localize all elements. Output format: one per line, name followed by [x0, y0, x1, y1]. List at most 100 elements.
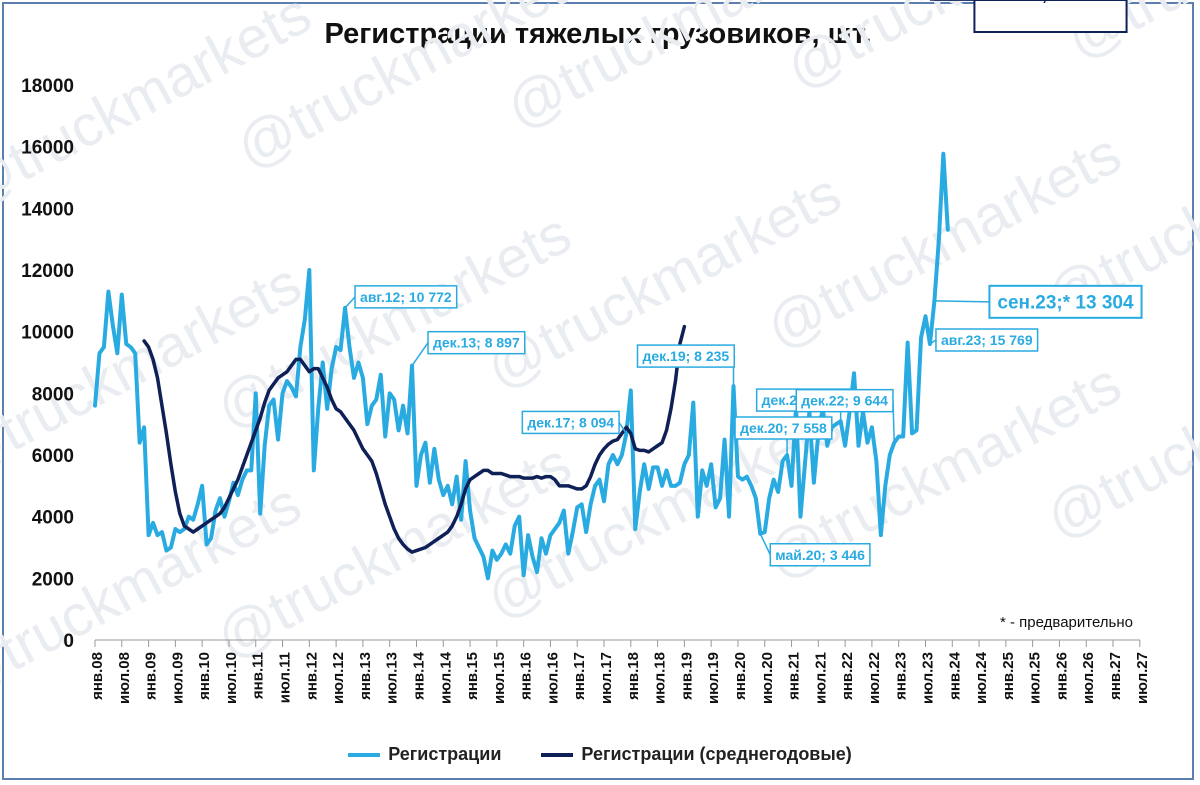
x-tick-label: июл.18: [652, 652, 669, 704]
x-tick-label: янв.19: [678, 652, 695, 700]
data-label-box: [795, 388, 894, 413]
data-label-box: [973, 0, 1128, 33]
y-tick-label: 12000: [21, 261, 74, 282]
watermark-layer: @truckmarkets@truckmarkets@truckmarkets@…: [0, 0, 1200, 711]
data-label: сен.23;* 10 167: [934, 0, 1128, 33]
data-label: сен.23;* 13 304: [934, 284, 1143, 319]
legend-label: Регистрации: [388, 744, 502, 764]
y-tick-label: 4000: [32, 508, 74, 529]
legend-item-registrations: Регистрации: [348, 744, 501, 765]
legend-swatch: [541, 752, 574, 757]
data-label: дек.17; 8 094: [521, 410, 627, 435]
x-tick-label: июл.17: [598, 652, 615, 704]
series-line-registrations: [93, 151, 950, 581]
data-label-box: [988, 284, 1143, 319]
x-tick-label: июл.27: [1134, 652, 1151, 704]
data-label-box: [935, 328, 1039, 352]
data-label-text: авг.23; 15 769: [941, 332, 1033, 348]
data-label-box: [769, 542, 871, 567]
legend-item-average: Регистрации (среднегодовые): [541, 744, 852, 765]
x-axis: янв.08 июл.08 янв.09 июл.09 янв.10 июл.10 янв.…: [89, 639, 1151, 704]
x-tick-label: янв.12: [303, 652, 320, 700]
legend-swatch: [348, 752, 381, 757]
x-tick-label: июл.19: [705, 652, 722, 704]
data-label: дек.22; 9 644: [795, 388, 895, 443]
data-label-text: май.20; 3 446: [775, 547, 865, 563]
data-label-box: [636, 344, 735, 368]
y-tick-label: 0: [63, 631, 74, 652]
y-tick-label: 16000: [21, 138, 74, 159]
x-tick-label: июл.20: [759, 652, 776, 704]
annotations: авг.12; 10 772 дек.13; 8 897 дек.17; 8 094…: [344, 0, 1143, 567]
data-label-text: дек.13; 8 897: [433, 335, 520, 351]
x-tick-label: июл.11: [277, 652, 294, 703]
data-label-text: сен.23;* 10 167: [982, 0, 1118, 5]
data-label-leader: [344, 296, 356, 309]
x-tick-label: июл.16: [544, 652, 561, 704]
data-label-leader: [759, 533, 771, 556]
x-tick-label: янв.16: [518, 652, 535, 700]
footnote: * - предварительно: [1000, 614, 1134, 631]
x-tick-label: янв.21: [786, 652, 803, 700]
series-lines: [93, 151, 950, 581]
x-tick-label: янв.25: [1000, 652, 1017, 700]
data-label: дек.19; 8 235: [636, 344, 735, 387]
y-tick-label: 2000: [32, 569, 74, 590]
data-label: дек.13; 8 897: [411, 330, 526, 367]
x-tick-label: янв.22: [839, 652, 856, 700]
data-label-text: дек.19; 8 235: [642, 348, 729, 364]
data-label: дек.20; 7 558: [734, 416, 833, 455]
x-tick-label: июл.12: [330, 652, 347, 704]
x-tick-label: янв.14: [410, 651, 427, 700]
data-label-box: [521, 410, 620, 435]
x-tick-label: янв.18: [625, 652, 642, 700]
x-tick-label: янв.26: [1053, 652, 1070, 700]
x-tick-label: июл.26: [1080, 652, 1097, 704]
data-label-text: дек.22; 9 644: [801, 393, 888, 409]
data-label-text: дек.17; 8 094: [527, 414, 614, 430]
data-label-leader: [929, 339, 937, 345]
x-tick-label: июл.21: [812, 652, 829, 704]
data-label: авг.12; 10 772: [344, 285, 458, 309]
x-tick-label: июл.25: [1027, 652, 1044, 704]
x-tick-label: янв.10: [196, 652, 213, 700]
legend: Регистрации Регистрации (среднегодовые): [0, 744, 1200, 765]
data-label-leader: [934, 300, 990, 303]
x-tick-label: янв.27: [1107, 652, 1124, 700]
x-tick-label: янв.13: [357, 652, 374, 700]
x-tick-label: июл.08: [116, 652, 133, 704]
x-tick-label: янв.15: [464, 652, 481, 700]
x-tick-label: июл.15: [491, 652, 508, 704]
y-tick-label: 14000: [21, 199, 74, 220]
x-tick-label: июл.23: [919, 652, 936, 704]
x-tick-label: янв.11: [250, 652, 267, 699]
x-tick-label: июл.13: [384, 652, 401, 704]
y-tick-label: 8000: [32, 384, 74, 405]
y-axis: 0 2000 4000 6000 8000 10000 12000 14000 16000 180…: [21, 76, 74, 652]
data-label-leader: [618, 422, 627, 434]
data-label-box: [427, 330, 526, 355]
data-label-text: дек.20; 7 558: [740, 420, 827, 436]
data-label-box: [354, 285, 458, 309]
y-tick-label: 6000: [32, 446, 74, 467]
x-tick-label: июл.10: [223, 652, 240, 704]
series-line-average: [142, 324, 687, 554]
x-tick-label: янв.23: [893, 652, 910, 700]
x-tick-label: янв.17: [571, 652, 588, 700]
x-tick-label: июл.22: [866, 652, 883, 704]
x-tick-label: янв.09: [143, 652, 160, 700]
data-label-box: [734, 416, 833, 440]
data-label-leader: [411, 342, 429, 367]
data-label: май.20; 3 446: [759, 533, 871, 567]
x-tick-label: янв.24: [946, 651, 963, 700]
x-tick-label: янв.08: [89, 652, 106, 700]
x-tick-label: июл.24: [973, 651, 990, 704]
x-tick-label: июл.09: [169, 652, 186, 704]
legend-label: Регистрации (среднегодовые): [581, 744, 852, 764]
y-tick-label: 18000: [21, 76, 74, 97]
data-label-text: авг.12; 10 772: [360, 289, 452, 305]
chart-title: Регистрации тяжелых грузовиков, шт.: [324, 18, 872, 50]
x-tick-label: янв.20: [732, 652, 749, 700]
